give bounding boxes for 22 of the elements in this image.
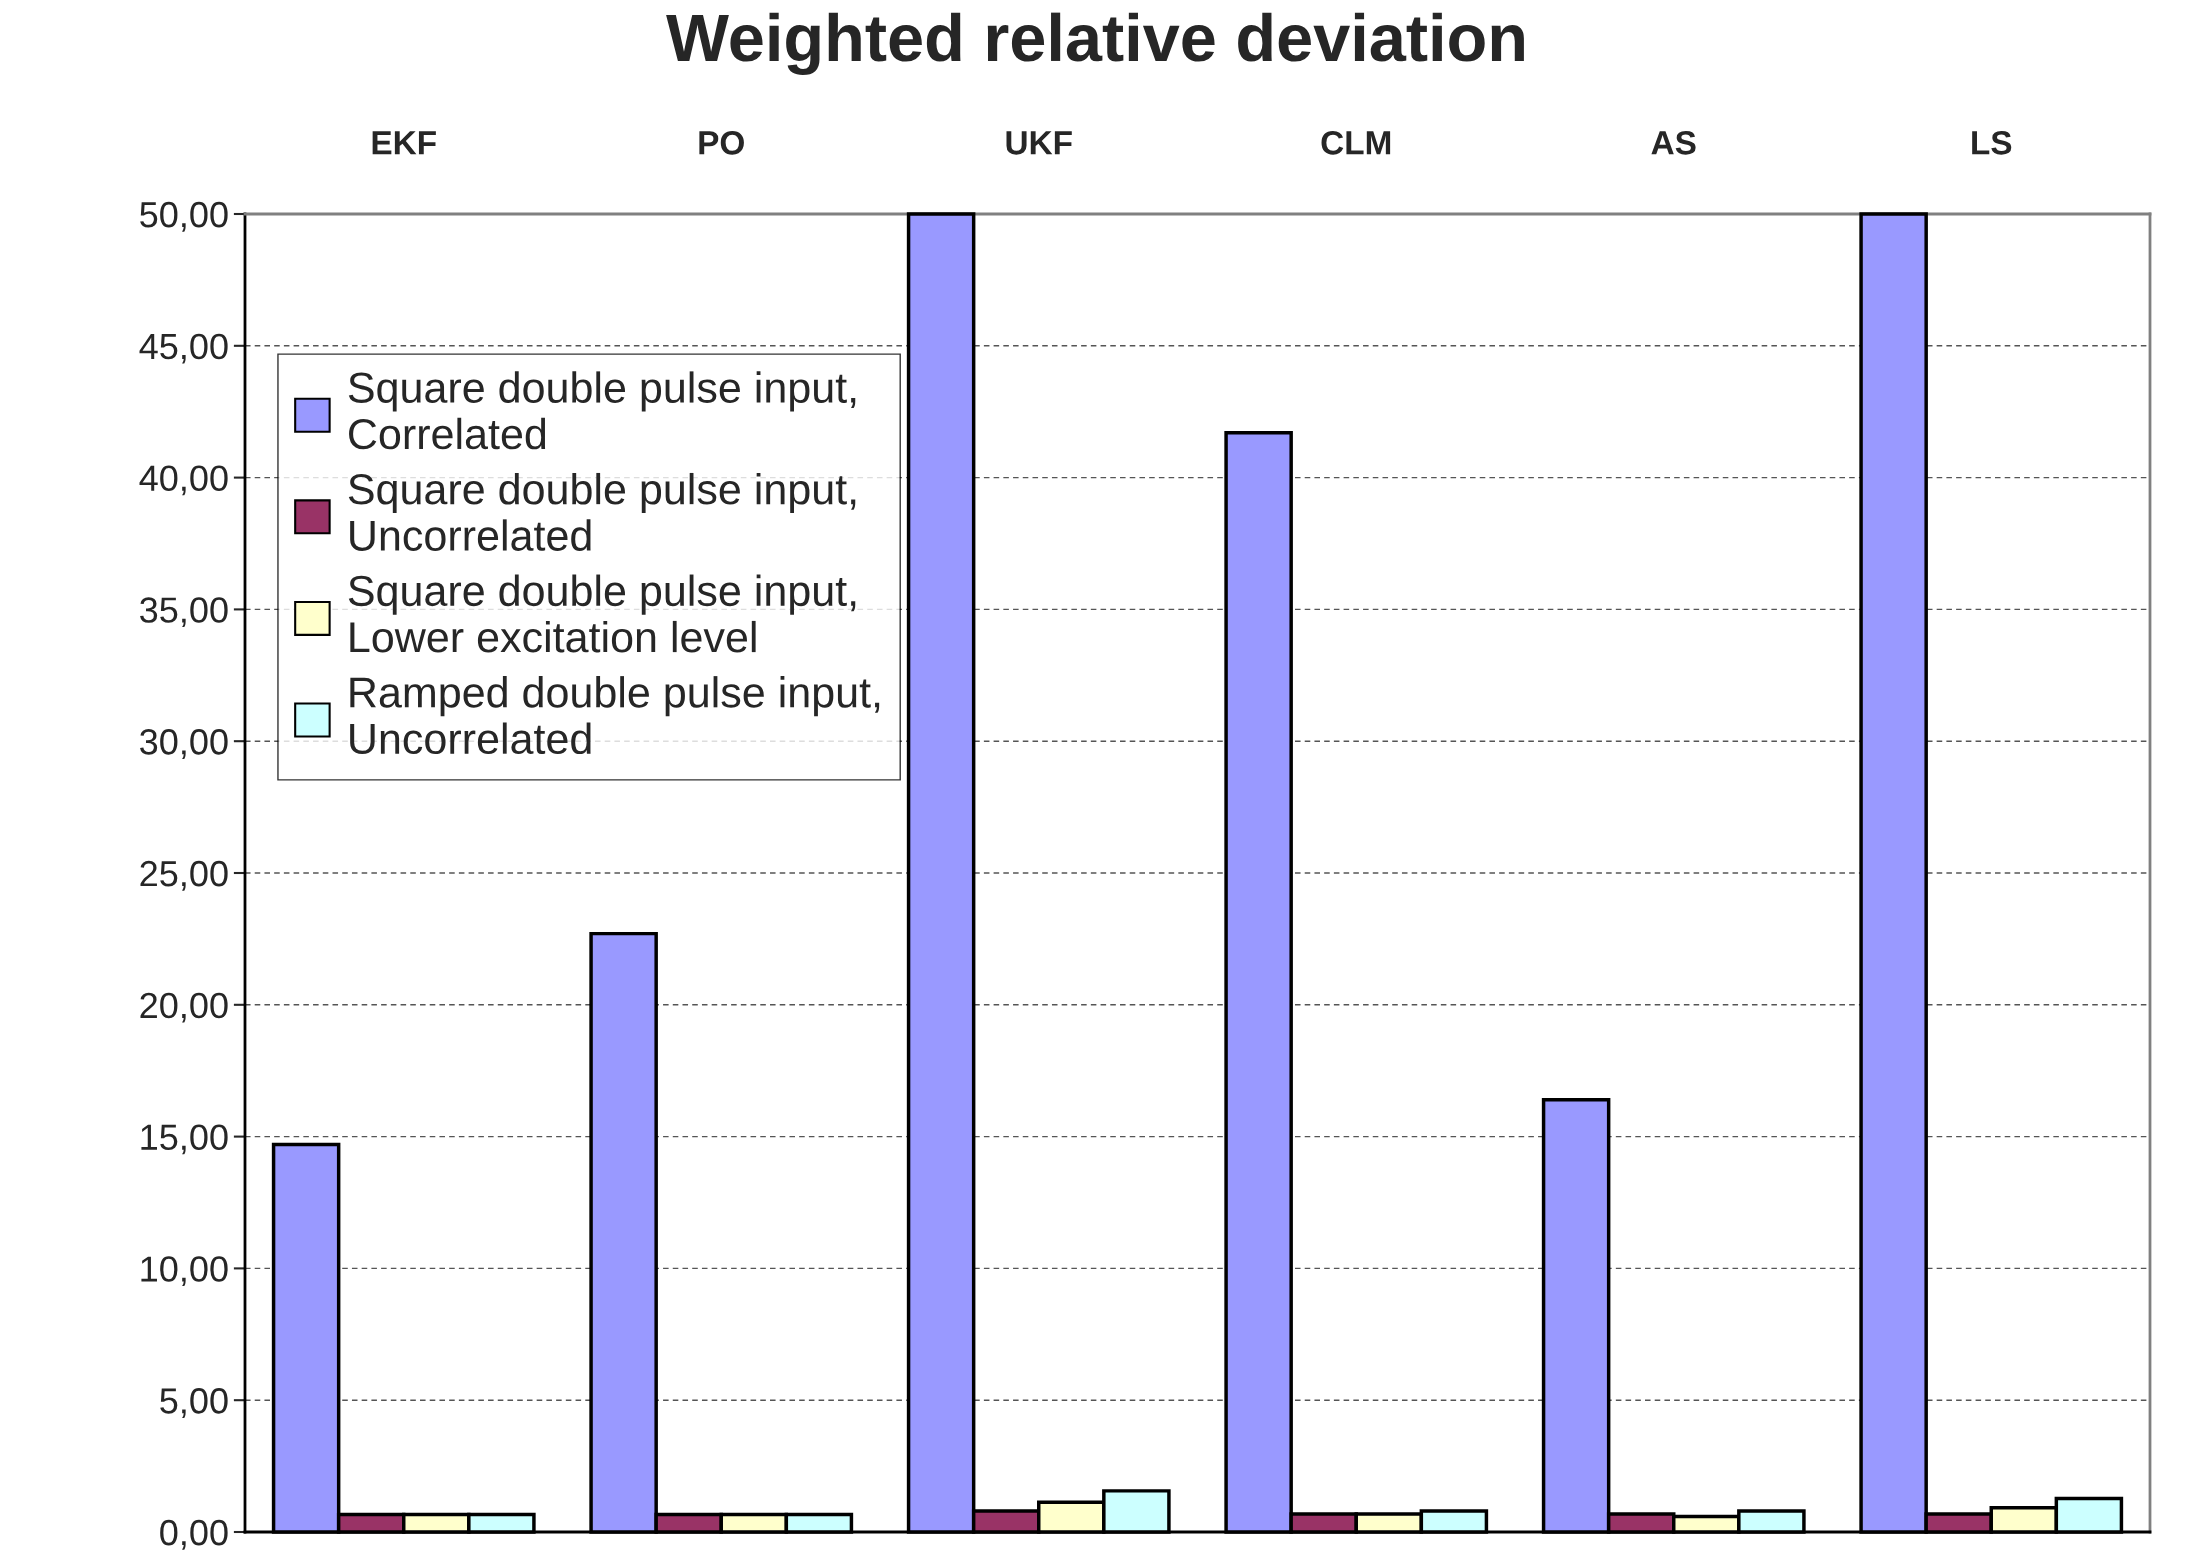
y-tick-label: 10,00 [141, 1256, 228, 1287]
y-tick-label: 45,00 [139, 333, 228, 364]
y-tick-label: 50,00 [140, 201, 228, 232]
x-tick-label: CLM [1321, 131, 1391, 155]
y-tick-label: 20,00 [140, 992, 228, 1023]
x-tick-label: EKF [372, 131, 436, 155]
legend-label: Square double pulse input, Correlated [348, 371, 856, 450]
x-tick-label: PO [699, 131, 744, 155]
chart-title: Weighted relative deviation [666, 12, 1524, 76]
y-tick-label: 35,00 [140, 597, 228, 628]
y-tick-label: 15,00 [141, 1124, 228, 1155]
x-tick-label: AS [1651, 131, 1696, 155]
y-tick-label: 5,00 [160, 1388, 228, 1418]
y-tick-label: 40,00 [139, 465, 228, 496]
y-tick-label: 30,00 [140, 729, 228, 759]
y-tick-label: 25,00 [140, 860, 228, 891]
x-tick-label: UKF [1006, 131, 1072, 155]
legend-label: Ramped double pulse input, Uncorrelated [350, 676, 880, 755]
legend-label: Square double pulse input, Uncorrelated [348, 472, 856, 551]
x-tick-label: LS [1972, 131, 2012, 155]
y-tick-label: 0,00 [160, 1519, 228, 1550]
legend-label: Square double pulse input, Lower excitation level [348, 574, 856, 653]
